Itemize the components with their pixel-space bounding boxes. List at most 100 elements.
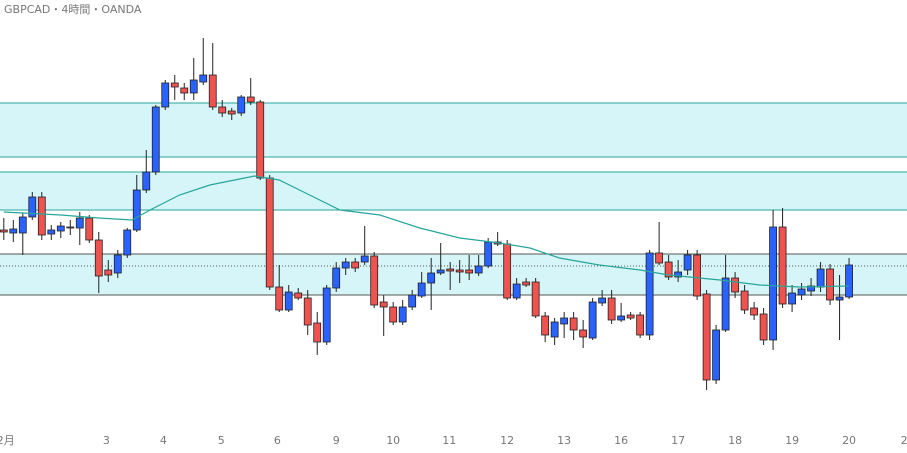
- x-tick-label: 5: [218, 434, 225, 447]
- candle-body: [379, 301, 388, 308]
- candle-body: [161, 82, 170, 108]
- x-tick-label: 12: [500, 434, 514, 447]
- candle-body: [845, 264, 853, 298]
- candle-body: [645, 252, 654, 336]
- candle-body: [788, 292, 796, 305]
- candle-body: [28, 196, 37, 218]
- candle-body: [579, 329, 588, 338]
- x-tick-label: 2: [901, 434, 907, 447]
- x-tick-label: 9: [333, 434, 340, 447]
- candle-body: [47, 229, 56, 235]
- candle-body: [227, 110, 236, 115]
- candle-body: [151, 106, 160, 173]
- candle-body: [322, 287, 331, 343]
- candle-body: [189, 79, 198, 94]
- plot: 2月 3 4 5 6 9 10 11 12 13 16 17 18 19 20 2: [0, 38, 907, 447]
- candle-body: [351, 261, 360, 269]
- candle-body: [626, 314, 635, 319]
- candle-body: [37, 196, 46, 236]
- candle-body: [598, 297, 607, 304]
- candle-body: [0, 229, 8, 233]
- candle-body: [674, 271, 683, 278]
- x-tick-label: 20: [842, 434, 856, 447]
- x-tick-label: 17: [671, 434, 685, 447]
- candle-body: [693, 254, 702, 297]
- candle-body: [712, 329, 721, 381]
- candle-body: [275, 286, 284, 311]
- candle-body: [740, 290, 749, 311]
- candle-body: [427, 272, 436, 284]
- zone: [0, 103, 907, 157]
- candle-body: [9, 228, 18, 234]
- candle-body: [436, 269, 445, 274]
- candle-body: [142, 171, 151, 191]
- candle-body: [721, 277, 730, 331]
- candle-body: [85, 217, 94, 241]
- candle-body: [474, 265, 483, 274]
- candle-body: [370, 255, 379, 306]
- chart-title: GBPCAD・4時間・OANDA: [4, 3, 142, 16]
- candle-body: [417, 282, 426, 297]
- candle-body: [66, 226, 75, 229]
- candle-body: [512, 283, 521, 299]
- candle-body: [75, 217, 84, 229]
- candle-body: [731, 277, 739, 293]
- x-tick-label: 11: [442, 434, 456, 447]
- candle-body: [284, 291, 293, 311]
- x-tick-label: 6: [274, 434, 281, 447]
- candle-body: [541, 315, 550, 336]
- candle-body: [56, 225, 65, 232]
- candle-body: [569, 317, 578, 331]
- candle-body: [341, 261, 350, 269]
- x-tick-label: 16: [614, 434, 628, 447]
- candle-body: [180, 87, 189, 94]
- candle-body: [484, 241, 493, 267]
- candle-body: [256, 101, 265, 179]
- candle-body: [208, 74, 217, 108]
- candle-body: [702, 293, 711, 381]
- candle-body: [113, 254, 122, 274]
- candle-body: [503, 243, 512, 299]
- candle-body: [522, 281, 531, 286]
- x-tick-label: 13: [557, 434, 571, 447]
- x-tick-label: 18: [728, 434, 742, 447]
- candle-body: [313, 322, 322, 343]
- candle-body: [465, 269, 474, 274]
- candle-body: [360, 255, 369, 263]
- zone: [0, 172, 907, 210]
- candle-body: [303, 297, 312, 326]
- candle-body: [778, 226, 787, 305]
- candle-body: [294, 292, 303, 299]
- candle-body: [455, 269, 464, 273]
- candle-body: [265, 177, 274, 288]
- candle-body: [199, 74, 208, 83]
- candle-body: [104, 269, 113, 276]
- candle-body: [607, 297, 616, 321]
- candle-body: [398, 306, 407, 323]
- candle-body: [835, 296, 844, 301]
- candle-body: [170, 82, 179, 88]
- candle-body: [18, 216, 27, 234]
- candle-body: [636, 314, 645, 336]
- candle-body: [560, 317, 569, 325]
- candle-body: [246, 96, 255, 103]
- x-tick-label: 4: [160, 434, 167, 447]
- candle-body: [94, 239, 103, 277]
- x-tick-label: 19: [785, 434, 799, 447]
- candle-body: [816, 268, 825, 288]
- zone: [0, 254, 907, 295]
- candle-body: [826, 268, 834, 301]
- candle-body: [237, 96, 246, 114]
- candle-body: [797, 288, 806, 296]
- candle-body: [759, 313, 768, 341]
- candle-body: [750, 307, 758, 316]
- candle-body: [389, 306, 398, 323]
- x-tick-label: 10: [386, 434, 400, 447]
- x-tick-label: 2月: [0, 434, 15, 447]
- candle-body: [807, 285, 815, 292]
- candle-body: [408, 294, 417, 308]
- candle-body: [617, 315, 626, 321]
- x-tick-label: 3: [103, 434, 110, 447]
- candle-body: [132, 189, 141, 231]
- candle-body: [123, 229, 132, 256]
